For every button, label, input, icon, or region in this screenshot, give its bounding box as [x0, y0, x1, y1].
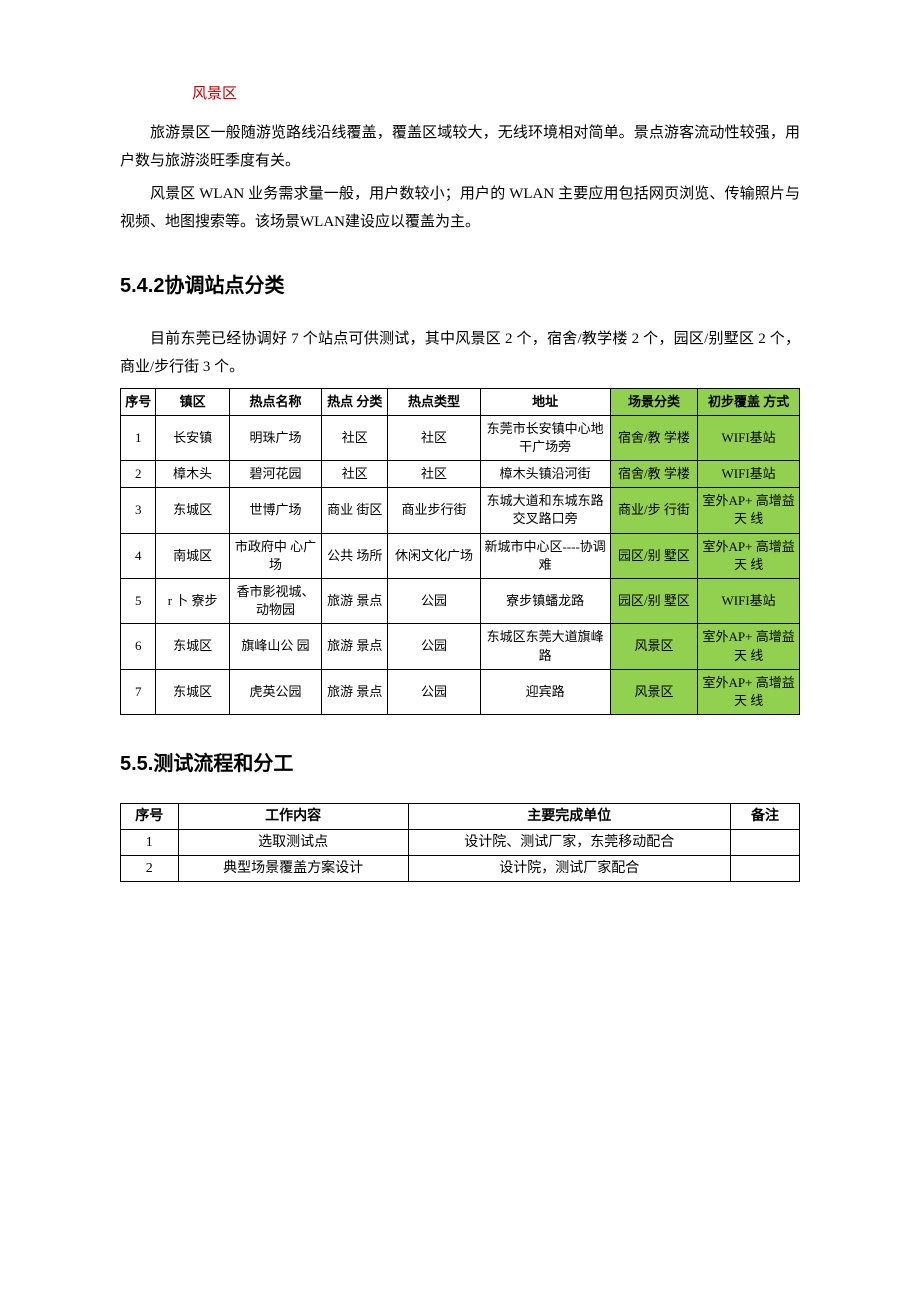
- cell-cover: WIFI基站: [698, 415, 800, 460]
- cell-type: 公园: [388, 579, 480, 624]
- scenic-subheading: 风景区: [192, 80, 800, 109]
- wf-cell-seq: 2: [121, 856, 179, 882]
- cell-scene: 园区/别 墅区: [610, 579, 698, 624]
- sites-tbody: 1长安镇明珠广场社区社区东莞市长安镇中心地干广场旁宿舍/教 学楼WIFI基站2樟…: [121, 415, 800, 714]
- wf-cell-seq: 1: [121, 830, 179, 856]
- table-row: 4南城区市政府中 心广场公共 场所休闲文化广场新城市中心区----协调难园区/别…: [121, 533, 800, 578]
- cell-cover: WIFI基站: [698, 461, 800, 488]
- cell-town: r 卜 寮步: [156, 579, 229, 624]
- cell-addr: 迎宾路: [480, 669, 610, 714]
- cell-name: 旗峰山公 园: [229, 624, 321, 669]
- cell-town: 东城区: [156, 488, 229, 533]
- wf-cell-unit: 设计院、测试厂家，东莞移动配合: [408, 830, 730, 856]
- wf-th-unit: 主要完成单位: [408, 804, 730, 830]
- cell-cat: 公共 场所: [322, 533, 388, 578]
- cell-cat: 旅游 景点: [322, 579, 388, 624]
- table-row: 3东城区世博广场商业 街区商业步行街东城大道和东城东路交叉路口旁商业/步 行街室…: [121, 488, 800, 533]
- cell-addr: 东城区东莞大道旗峰路: [480, 624, 610, 669]
- th-town: 镇区: [156, 388, 229, 415]
- cell-type: 公园: [388, 669, 480, 714]
- cell-cat: 商业 街区: [322, 488, 388, 533]
- wf-th-seq: 序号: [121, 804, 179, 830]
- cell-seq: 2: [121, 461, 156, 488]
- cell-seq: 4: [121, 533, 156, 578]
- cell-cover: 室外AP+ 高增益天 线: [698, 488, 800, 533]
- cell-scene: 园区/别 墅区: [610, 533, 698, 578]
- cell-type: 社区: [388, 415, 480, 460]
- table-row: 2樟木头碧河花园社区社区樟木头镇沿河街宿舍/教 学楼WIFI基站: [121, 461, 800, 488]
- cell-name: 市政府中 心广场: [229, 533, 321, 578]
- paragraph-1: 旅游景区一般随游览路线沿线覆盖，覆盖区域较大，无线环境相对简单。景点游客流动性较…: [120, 119, 800, 176]
- table-row: 2典型场景覆盖方案设计设计院，测试厂家配合: [121, 856, 800, 882]
- cell-name: 虎英公园: [229, 669, 321, 714]
- table-row: 5r 卜 寮步香市影视城、动物园旅游 景点公园寮步镇蟠龙路园区/别 墅区WIFI…: [121, 579, 800, 624]
- cell-town: 东城区: [156, 669, 229, 714]
- wf-cell-content: 选取测试点: [178, 830, 408, 856]
- table-row: 1选取测试点设计院、测试厂家，东莞移动配合: [121, 830, 800, 856]
- cell-cat: 社区: [322, 415, 388, 460]
- table-row: 7东城区虎英公园旅游 景点公园迎宾路风景区室外AP+ 高增益天 线: [121, 669, 800, 714]
- cell-addr: 寮步镇蟠龙路: [480, 579, 610, 624]
- th-coverage: 初步覆盖 方式: [698, 388, 800, 415]
- wf-cell-content: 典型场景覆盖方案设计: [178, 856, 408, 882]
- cell-town: 南城区: [156, 533, 229, 578]
- cell-scene: 宿舍/教 学楼: [610, 415, 698, 460]
- table-row: 1长安镇明珠广场社区社区东莞市长安镇中心地干广场旁宿舍/教 学楼WIFI基站: [121, 415, 800, 460]
- cell-town: 长安镇: [156, 415, 229, 460]
- paragraph-2: 风景区 WLAN 业务需求量一般，用户数较小；用户的 WLAN 主要应用包括网页…: [120, 180, 800, 237]
- cell-type: 商业步行街: [388, 488, 480, 533]
- wf-cell-remark: [730, 856, 799, 882]
- wf-cell-unit: 设计院，测试厂家配合: [408, 856, 730, 882]
- th-address: 地址: [480, 388, 610, 415]
- table-row: 6东城区旗峰山公 园旅游 景点公园东城区东莞大道旗峰路风景区室外AP+ 高增益天…: [121, 624, 800, 669]
- wf-cell-remark: [730, 830, 799, 856]
- cell-scene: 商业/步 行街: [610, 488, 698, 533]
- th-scene-cat: 场景分类: [610, 388, 698, 415]
- cell-town: 东城区: [156, 624, 229, 669]
- cell-cover: 室外AP+ 高增益天 线: [698, 533, 800, 578]
- heading-542: 5.4.2协调站点分类: [120, 267, 800, 305]
- cell-seq: 5: [121, 579, 156, 624]
- cell-type: 社区: [388, 461, 480, 488]
- cell-name: 世博广场: [229, 488, 321, 533]
- cell-name: 明珠广场: [229, 415, 321, 460]
- cell-seq: 7: [121, 669, 156, 714]
- workflow-header-row: 序号 工作内容 主要完成单位 备注: [121, 804, 800, 830]
- cell-type: 公园: [388, 624, 480, 669]
- cell-cover: WIFI基站: [698, 579, 800, 624]
- workflow-table: 序号 工作内容 主要完成单位 备注 1选取测试点设计院、测试厂家，东莞移动配合2…: [120, 803, 800, 882]
- cell-name: 碧河花园: [229, 461, 321, 488]
- sites-table: 序号 镇区 热点名称 热点 分类 热点类型 地址 场景分类 初步覆盖 方式 1长…: [120, 388, 800, 716]
- cell-seq: 1: [121, 415, 156, 460]
- cell-cat: 旅游 景点: [322, 624, 388, 669]
- cell-cat: 社区: [322, 461, 388, 488]
- cell-town: 樟木头: [156, 461, 229, 488]
- cell-seq: 3: [121, 488, 156, 533]
- cell-cat: 旅游 景点: [322, 669, 388, 714]
- cell-addr: 东莞市长安镇中心地干广场旁: [480, 415, 610, 460]
- cell-addr: 新城市中心区----协调难: [480, 533, 610, 578]
- cell-name: 香市影视城、动物园: [229, 579, 321, 624]
- cell-scene: 风景区: [610, 669, 698, 714]
- cell-addr: 樟木头镇沿河街: [480, 461, 610, 488]
- wf-th-remark: 备注: [730, 804, 799, 830]
- th-hotspot-type: 热点类型: [388, 388, 480, 415]
- cell-type: 休闲文化广场: [388, 533, 480, 578]
- cell-cover: 室外AP+ 高增益天 线: [698, 624, 800, 669]
- paragraph-3: 目前东莞已经协调好 7 个站点可供测试，其中风景区 2 个，宿舍/教学楼 2 个…: [120, 325, 800, 382]
- cell-addr: 东城大道和东城东路交叉路口旁: [480, 488, 610, 533]
- cell-scene: 风景区: [610, 624, 698, 669]
- heading-55: 5.5.测试流程和分工: [120, 745, 800, 783]
- cell-scene: 宿舍/教 学楼: [610, 461, 698, 488]
- cell-seq: 6: [121, 624, 156, 669]
- sites-header-row: 序号 镇区 热点名称 热点 分类 热点类型 地址 场景分类 初步覆盖 方式: [121, 388, 800, 415]
- wf-th-content: 工作内容: [178, 804, 408, 830]
- th-hotspot-name: 热点名称: [229, 388, 321, 415]
- cell-cover: 室外AP+ 高增益天 线: [698, 669, 800, 714]
- workflow-tbody: 1选取测试点设计院、测试厂家，东莞移动配合2典型场景覆盖方案设计设计院，测试厂家…: [121, 830, 800, 882]
- th-hotspot-cat: 热点 分类: [322, 388, 388, 415]
- th-seq: 序号: [121, 388, 156, 415]
